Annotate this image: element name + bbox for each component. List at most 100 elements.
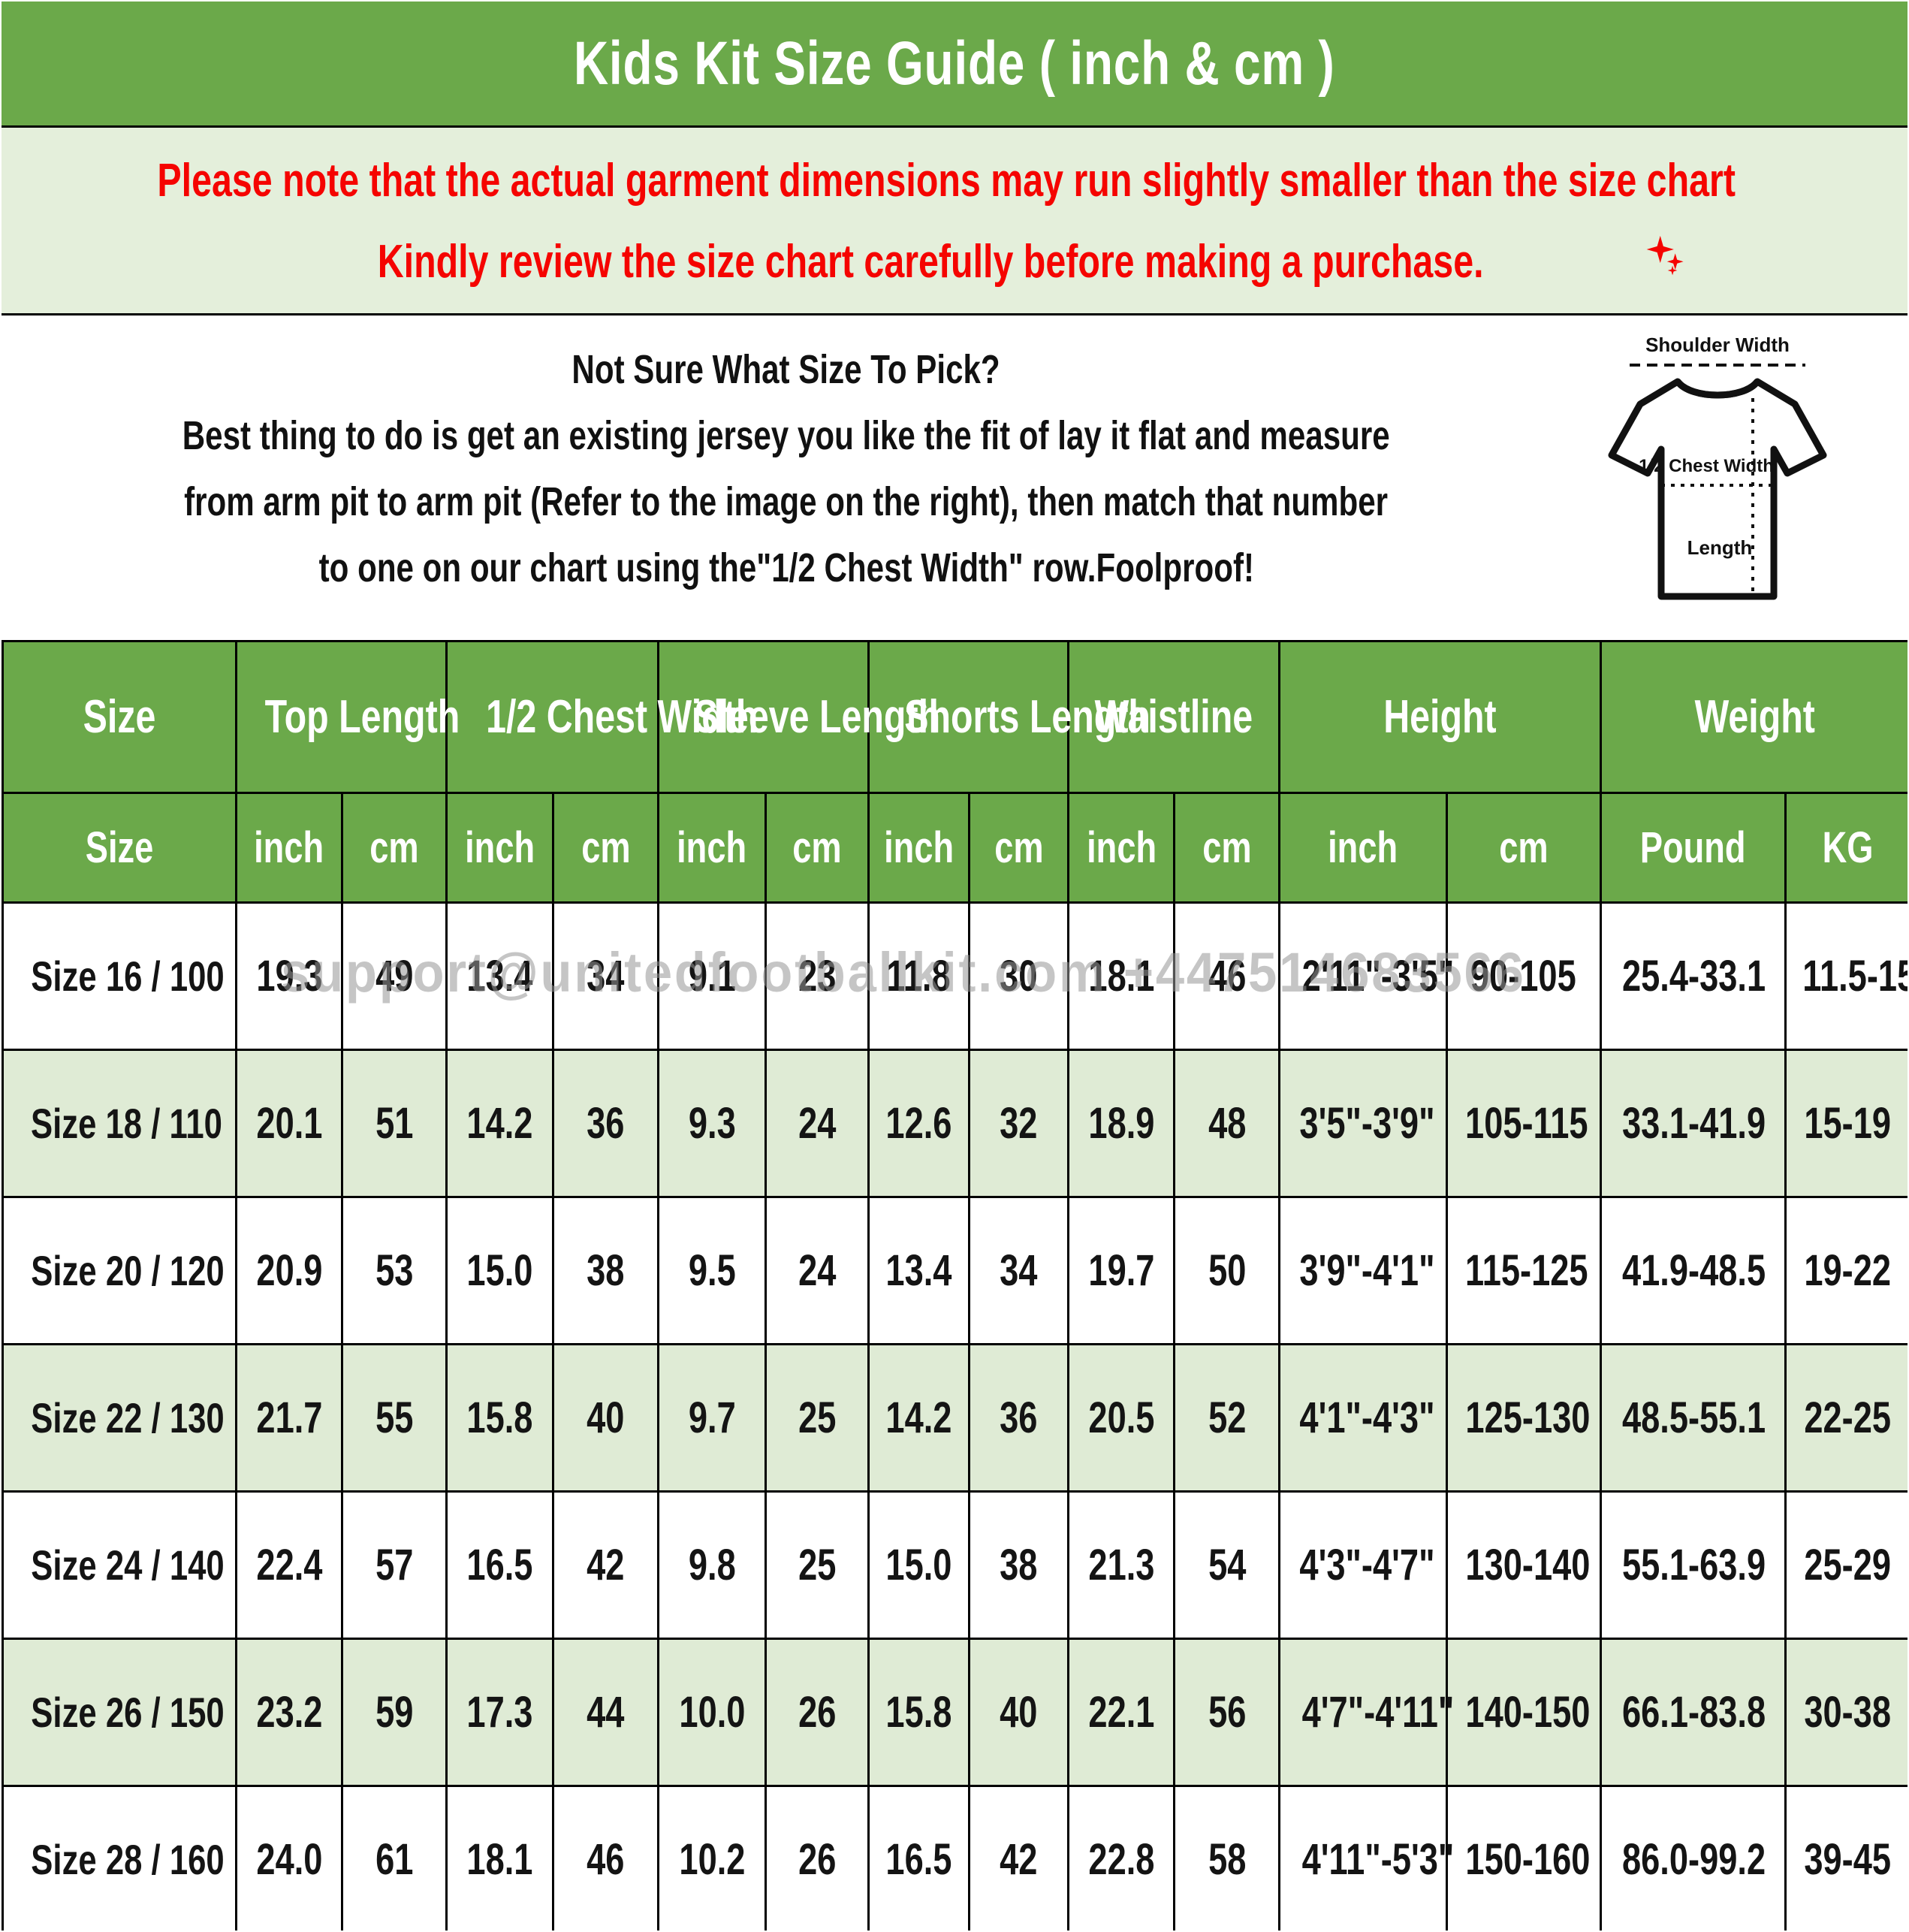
table-cell: 9.5: [657, 1196, 768, 1345]
size-table: Size Top Length 1/2 Chest Width Sleeve Leng…: [2, 640, 1907, 1930]
column-header: Sleeve Length: [657, 640, 940, 794]
column-header: Shorts Length: [867, 640, 1151, 794]
table-row: Size 16 / 100 19.3 49 13.4 34 9.1 23 11.8 30 18.1…: [2, 901, 1907, 1051]
column-subheader: cm: [1445, 792, 1602, 904]
table-cell: 32: [967, 1049, 1070, 1198]
table-cell: 24: [765, 1049, 870, 1198]
table-cell: 3'9"-4'1": [1278, 1196, 1448, 1345]
table-row: Size 28 / 160 24.0 61 18.1 46 10.2 26 16.5 42 22.…: [2, 1785, 1907, 1930]
table-cell: 49: [341, 901, 448, 1051]
notice-text-2: Kindly review the size chart carefully b…: [377, 235, 1484, 288]
table-cell: 53: [341, 1196, 448, 1345]
table-cell: 90-105: [1445, 901, 1602, 1051]
column-header: Waistline: [1067, 640, 1281, 794]
notice-text-1: Please note that the actual garment dime…: [157, 154, 1736, 207]
table-cell: 25: [765, 1490, 870, 1640]
table-cell: 18.9: [1067, 1049, 1176, 1198]
table-cell: 19.3: [234, 901, 344, 1051]
column-subheader: cm: [1173, 792, 1281, 904]
table-cell: 10.0: [657, 1638, 768, 1787]
table-cell: 24.0: [234, 1785, 344, 1930]
table-cell: 21.7: [234, 1343, 344, 1493]
row-size-label: Size 20 / 120: [2, 1196, 237, 1345]
notice-section: Please note that the actual garment dime…: [2, 128, 1907, 315]
table-cell: 9.8: [657, 1490, 768, 1640]
column-subheader: cm: [765, 792, 870, 904]
table-body: Size 16 / 100 19.3 49 13.4 34 9.1 23 11.8 30 18.1…: [2, 901, 1907, 1930]
table-cell: 34: [552, 901, 660, 1051]
table-cell: 130-140: [1445, 1490, 1602, 1640]
column-subheader: inch: [234, 792, 344, 904]
measure-section: Not Sure What Size To Pick? Best thing t…: [2, 315, 1907, 640]
table-cell: 4'7"-4'11": [1278, 1638, 1455, 1787]
table-cell: 50: [1173, 1196, 1281, 1345]
measure-line-1: Not Sure What Size To Pick?: [571, 347, 1001, 392]
column-subheader: Size: [2, 792, 237, 904]
table-cell: 10.2: [657, 1785, 768, 1930]
column-header: Top Length: [234, 640, 460, 794]
table-cell: 22.4: [234, 1490, 344, 1640]
table-cell: 36: [967, 1343, 1070, 1493]
table-cell: 57: [341, 1490, 448, 1640]
page-title: Kids Kit Size Guide ( inch & cm ): [574, 29, 1335, 98]
table-cell: 150-160: [1445, 1785, 1602, 1930]
table-cell: 24: [765, 1196, 870, 1345]
table-cell: 9.3: [657, 1049, 768, 1198]
table-cell: 20.1: [234, 1049, 344, 1198]
table-cell: 58: [1173, 1785, 1281, 1930]
table-cell: 40: [967, 1638, 1070, 1787]
table-cell: 18.1: [445, 1785, 555, 1930]
table-head: Size Top Length 1/2 Chest Width Sleeve Leng…: [2, 640, 1907, 904]
table-cell: 42: [967, 1785, 1070, 1930]
table-cell: 25: [765, 1343, 870, 1493]
table-cell: 34: [967, 1196, 1070, 1345]
table-cell: 4'11"-5'3": [1278, 1785, 1455, 1930]
tshirt-length-label: Length: [1687, 536, 1753, 559]
table-cell: 14.2: [867, 1343, 970, 1493]
table-cell: 18.1: [1067, 901, 1176, 1051]
table-cell: 15-19: [1784, 1049, 1907, 1198]
table-cell: 23.2: [234, 1638, 344, 1787]
table-row: Size 22 / 130 21.7 55 15.8 40 9.7 25 14.2 36 20.5…: [2, 1343, 1907, 1493]
table-cell: 42: [552, 1490, 660, 1640]
table-cell: 14.2: [445, 1049, 555, 1198]
table-cell: 54: [1173, 1490, 1281, 1640]
table-cell: 38: [967, 1490, 1070, 1640]
table-cell: 26: [765, 1785, 870, 1930]
table-cell: 51: [341, 1049, 448, 1198]
column-subheader: inch: [1278, 792, 1448, 904]
table-cell: 36: [552, 1049, 660, 1198]
table-cell: 59: [341, 1638, 448, 1787]
column-header: Size: [2, 640, 237, 794]
table-cell: 15.0: [445, 1196, 555, 1345]
table-cell: 125-130: [1445, 1343, 1602, 1493]
table-cell: 40: [552, 1343, 660, 1493]
table-cell: 16.5: [445, 1490, 555, 1640]
title-bar: Kids Kit Size Guide ( inch & cm ): [2, 2, 1907, 128]
column-subheader: cm: [967, 792, 1070, 904]
row-size-label: Size 18 / 110: [2, 1049, 237, 1198]
table-cell: 25-29: [1784, 1490, 1907, 1640]
column-subheader: inch: [657, 792, 768, 904]
table-cell: 66.1-83.8: [1599, 1638, 1787, 1787]
column-header: Height: [1278, 640, 1602, 794]
table-cell: 22.1: [1067, 1638, 1176, 1787]
table-cell: 15.0: [867, 1490, 970, 1640]
table-cell: 39-45: [1784, 1785, 1907, 1930]
table-cell: 115-125: [1445, 1196, 1602, 1345]
measure-line-3: from arm pit to arm pit (Refer to the im…: [184, 479, 1389, 524]
table-cell: 9.1: [657, 901, 768, 1051]
table-cell: 140-150: [1445, 1638, 1602, 1787]
table-cell: 9.7: [657, 1343, 768, 1493]
table-cell: 12.6: [867, 1049, 970, 1198]
table-row: Size 18 / 110 20.1 51 14.2 36 9.3 24 12.6 32 18.9…: [2, 1049, 1907, 1198]
table-cell: 22-25: [1784, 1343, 1907, 1493]
table-cell: 61: [341, 1785, 448, 1930]
table-cell: 26: [765, 1638, 870, 1787]
table-cell: 46: [552, 1785, 660, 1930]
table-cell: 11.5-15: [1784, 901, 1907, 1051]
notice-line-1: Please note that the actual garment dime…: [2, 152, 1907, 209]
table-cell: 13.4: [867, 1196, 970, 1345]
sparkles-icon: [1644, 234, 1687, 289]
